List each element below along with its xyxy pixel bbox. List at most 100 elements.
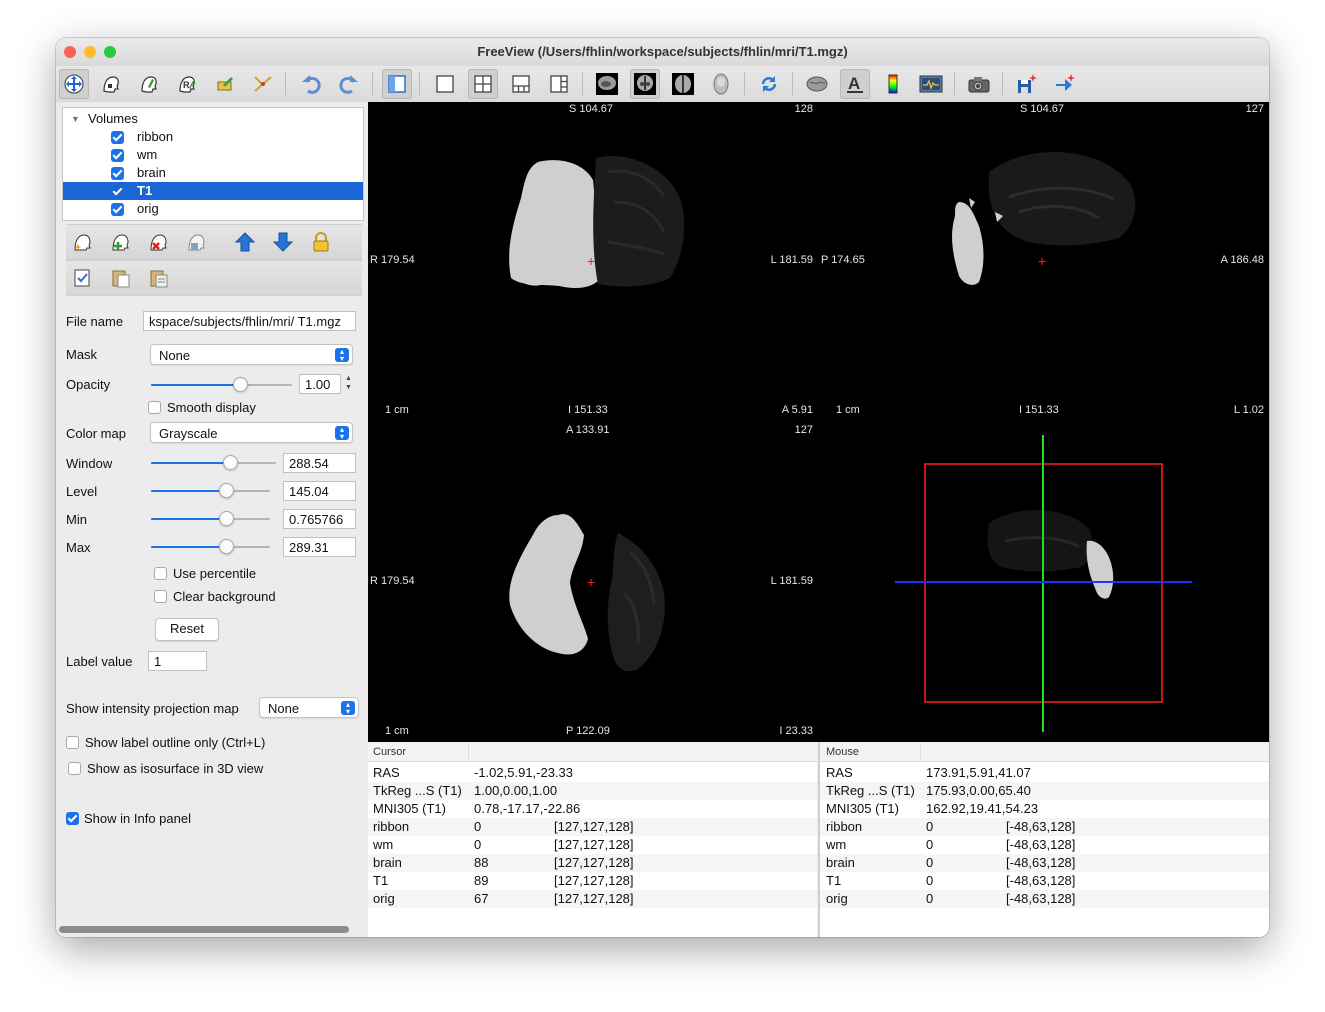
level-slider-knob[interactable] xyxy=(218,483,234,498)
3d-view-button[interactable] xyxy=(706,69,736,99)
layer-visibility-checkbox[interactable] xyxy=(111,131,124,144)
layer-item[interactable]: wm xyxy=(63,146,363,164)
cursor-info-row[interactable]: wm 0 [127,127,128] xyxy=(368,836,817,854)
clear-background-checkbox[interactable] xyxy=(154,590,167,603)
layer-item[interactable]: orig xyxy=(63,200,363,218)
horizontal-scrollbar[interactable] xyxy=(59,926,349,933)
layer-visibility-checkbox[interactable] xyxy=(111,167,124,180)
show-info-checkbox[interactable] xyxy=(66,812,79,825)
isosurface-checkbox[interactable] xyxy=(68,762,81,775)
max-slider[interactable] xyxy=(151,539,270,554)
level-field[interactable]: 145.04 xyxy=(283,481,356,501)
projection-map-select[interactable]: None ▴ ▾ xyxy=(259,697,359,718)
new-volume-button[interactable] xyxy=(70,229,96,255)
coronal-view-button[interactable] xyxy=(630,69,660,99)
toggle-panel-button[interactable] xyxy=(382,69,412,99)
save-volume-button[interactable] xyxy=(184,229,210,255)
cursor-info-row[interactable]: TkReg ...S (T1) 1.00,0.00,1.00 xyxy=(368,782,817,800)
level-slider[interactable] xyxy=(151,483,270,498)
layout-1-3-button[interactable] xyxy=(506,69,536,99)
layer-visibility-checkbox[interactable] xyxy=(111,149,124,162)
chevron-down-icon[interactable]: ▼ xyxy=(71,114,80,124)
undo-button[interactable] xyxy=(296,69,326,99)
voxel-edit-button[interactable] xyxy=(96,69,126,99)
redo-button[interactable] xyxy=(334,69,364,99)
recon-edit-button[interactable] xyxy=(134,69,164,99)
layer-visibility-checkbox[interactable] xyxy=(111,203,124,216)
min-field[interactable]: 0.765766 xyxy=(283,509,356,529)
point-set-edit-button[interactable] xyxy=(210,69,240,99)
select-layers-button[interactable] xyxy=(70,265,96,291)
lock-layer-button[interactable] xyxy=(308,229,334,255)
contour-button[interactable] xyxy=(248,69,278,99)
mouse-info-row[interactable]: RAS 173.91,5.91,41.07 xyxy=(820,764,1269,782)
layer-visibility-checkbox[interactable] xyxy=(111,185,124,198)
paste-setting-button[interactable] xyxy=(146,265,172,291)
cursor-info-row[interactable]: ribbon 0 [127,127,128] xyxy=(368,818,817,836)
roi-edit-button[interactable]: R xyxy=(172,69,202,99)
layer-item[interactable]: ribbon xyxy=(63,128,363,146)
min-slider[interactable] xyxy=(151,511,270,526)
axial-view[interactable]: + A 133.91 127 R 179.54 L 181.59 P 122.0… xyxy=(368,423,817,742)
opacity-slider[interactable] xyxy=(151,377,292,392)
min-slider-knob[interactable] xyxy=(218,511,234,526)
color-map-select[interactable]: Grayscale ▴ ▾ xyxy=(150,422,353,443)
mouse-info-row[interactable]: wm 0 [-48,63,128] xyxy=(820,836,1269,854)
sagittal-view-button[interactable] xyxy=(592,69,622,99)
goto-point-button[interactable] xyxy=(1050,69,1080,99)
cursor-info-row[interactable]: RAS -1.02,5.91,-23.33 xyxy=(368,764,817,782)
text-annotation-button[interactable]: A xyxy=(840,69,870,99)
info-panel-splitter[interactable] xyxy=(818,743,820,937)
minimize-window-button[interactable] xyxy=(84,46,96,58)
layer-item-selected[interactable]: T1 xyxy=(63,182,363,200)
cursor-info-row[interactable]: orig 67 [127,127,128] xyxy=(368,890,817,908)
surface-button[interactable] xyxy=(802,69,832,99)
load-volume-button[interactable] xyxy=(108,229,134,255)
reset-button[interactable]: Reset xyxy=(155,618,219,641)
cursor-info-row[interactable]: MNI305 (T1) 0.78,-17.17,-22.86 xyxy=(368,800,817,818)
close-volume-button[interactable] xyxy=(146,229,172,255)
label-value-field[interactable]: 1 xyxy=(148,651,207,671)
copy-setting-button[interactable] xyxy=(108,265,134,291)
mouse-info-row[interactable]: MNI305 (T1) 162.92,19.41,54.23 xyxy=(820,800,1269,818)
mouse-info-row[interactable]: TkReg ...S (T1) 175.93,0.00,65.40 xyxy=(820,782,1269,800)
window-field[interactable]: 288.54 xyxy=(283,453,356,473)
mouse-info-row[interactable]: ribbon 0 [-48,63,128] xyxy=(820,818,1269,836)
3d-view[interactable] xyxy=(819,423,1268,742)
navigate-tool-button[interactable] xyxy=(59,69,89,99)
coronal-view[interactable]: + S 104.67 128 R 179.54 L 181.59 I 151.3… xyxy=(368,102,817,421)
opacity-field[interactable]: 1.00 xyxy=(299,374,341,394)
mouse-info-row[interactable]: T1 0 [-48,63,128] xyxy=(820,872,1269,890)
move-layer-down-button[interactable] xyxy=(270,229,296,255)
layer-item[interactable]: brain xyxy=(63,164,363,182)
zoom-window-button[interactable] xyxy=(104,46,116,58)
window-slider[interactable] xyxy=(151,455,276,470)
cursor-info-row[interactable]: brain 88 [127,127,128] xyxy=(368,854,817,872)
use-percentile-checkbox[interactable] xyxy=(154,567,167,580)
window-slider-knob[interactable] xyxy=(222,455,238,470)
opacity-slider-knob[interactable] xyxy=(232,377,248,392)
max-field[interactable]: 289.31 xyxy=(283,537,356,557)
info-panel-button[interactable] xyxy=(916,69,946,99)
mouse-info-row[interactable]: brain 0 [-48,63,128] xyxy=(820,854,1269,872)
smooth-display-checkbox[interactable] xyxy=(148,401,161,414)
layer-group-volumes[interactable]: ▼ Volumes xyxy=(63,110,363,128)
mask-select[interactable]: None ▴ ▾ xyxy=(150,344,353,365)
label-outline-checkbox[interactable] xyxy=(66,736,79,749)
mouse-info-row[interactable]: orig 0 [-48,63,128] xyxy=(820,890,1269,908)
opacity-stepper[interactable]: ▲ ▼ xyxy=(345,375,352,391)
max-slider-knob[interactable] xyxy=(218,539,234,554)
snapshot-button[interactable] xyxy=(964,69,994,99)
move-layer-up-button[interactable] xyxy=(232,229,258,255)
layout-2x2-button[interactable] xyxy=(468,69,498,99)
close-window-button[interactable] xyxy=(64,46,76,58)
layout-1x1-button[interactable] xyxy=(430,69,460,99)
save-point-button[interactable] xyxy=(1012,69,1042,99)
sagittal-view[interactable]: + S 104.67 127 P 174.65 A 186.48 I 151.3… xyxy=(819,102,1268,421)
axial-view-button[interactable] xyxy=(668,69,698,99)
cursor-info-row[interactable]: T1 89 [127,127,128] xyxy=(368,872,817,890)
reset-view-button[interactable] xyxy=(754,69,784,99)
colorbar-button[interactable] xyxy=(878,69,908,99)
layout-1-3-horizontal-button[interactable] xyxy=(544,69,574,99)
file-name-field[interactable]: kspace/subjects/fhlin/mri/ T1.mgz xyxy=(143,311,356,331)
